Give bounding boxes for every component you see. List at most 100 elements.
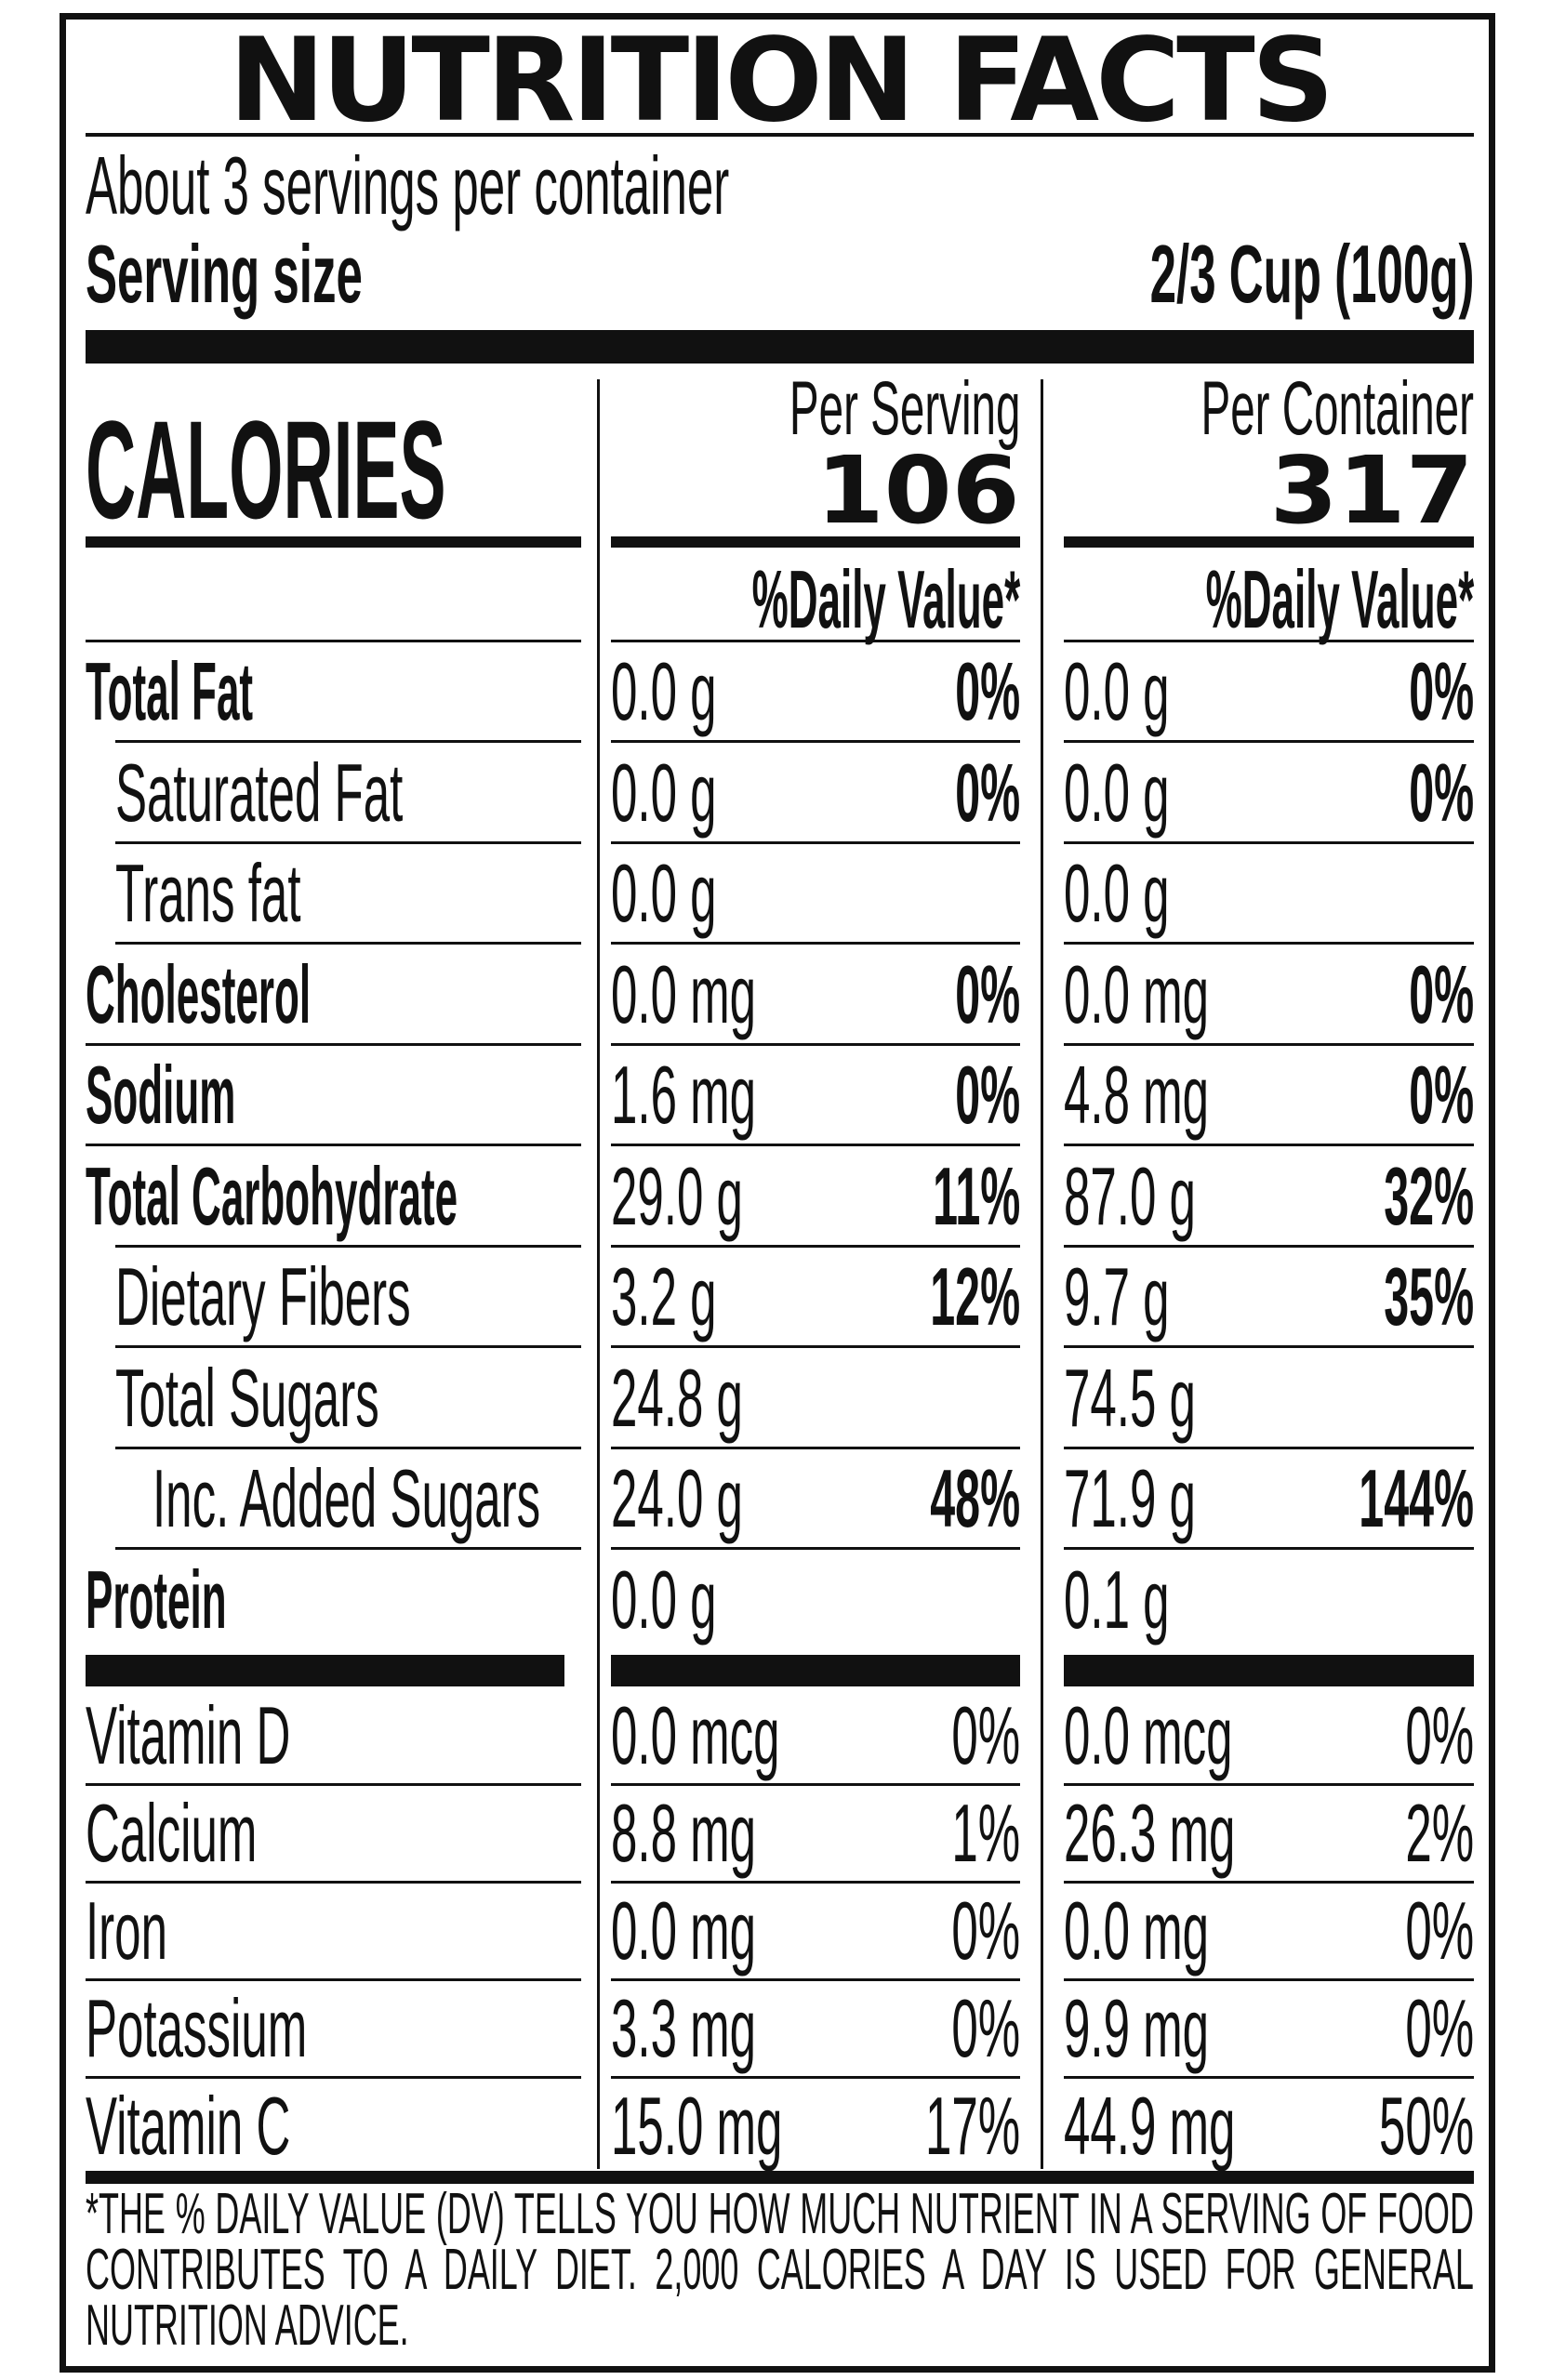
nutrient-label-text: Total Sugars xyxy=(115,1351,379,1444)
per-container-header: Per Container xyxy=(1003,367,1474,451)
per-container-dv-text: 0% xyxy=(1405,1689,1474,1781)
per-container-dv-text: 0% xyxy=(1409,1049,1474,1141)
per-serving-dv: 1% xyxy=(902,1787,1020,1880)
per-container-amount: 44.9 mg xyxy=(1064,2080,1360,2173)
vitamin-label-text: Calcium xyxy=(86,1787,258,1879)
label-title: NUTRITION FACTS xyxy=(228,14,1334,148)
per-container-amount-text: 0.0 mcg xyxy=(1064,1689,1233,1781)
nutrient-label-text: Inc. Added Sugars xyxy=(153,1452,541,1544)
per-serving-amount-text: 15.0 mg xyxy=(611,2080,783,2172)
per-container-dv-text: 0% xyxy=(1405,1982,1474,2074)
per-container-amount-text: 0.0 g xyxy=(1064,847,1170,939)
per-container-amount-text: 0.0 mg xyxy=(1064,1884,1210,1977)
nutrient-label: Total Fat xyxy=(86,645,420,738)
vitamin-label-text: Vitamin C xyxy=(86,2080,291,2172)
calories-underline xyxy=(1064,536,1474,548)
per-serving-dv: 0% xyxy=(902,747,1020,840)
per-container-calories: 317 xyxy=(1270,444,1474,537)
per-container-dv: 0% xyxy=(1356,948,1474,1041)
column-divider xyxy=(1041,379,1043,2169)
label-frame xyxy=(60,13,1495,2373)
serving-size-value: 2/3 Cup (100g) xyxy=(915,228,1474,321)
row-divider xyxy=(611,1978,1020,1981)
calories-underline xyxy=(86,536,581,548)
per-container-dv: 0% xyxy=(1356,747,1474,840)
row-divider xyxy=(86,1783,581,1786)
row-divider xyxy=(1064,1345,1474,1348)
per-container-dv: 0% xyxy=(1356,1689,1474,1782)
per-serving-amount-text: 0.0 g xyxy=(611,746,717,839)
per-serving-amount: 1.6 mg xyxy=(611,1049,861,1142)
nutrient-label-text: Trans fat xyxy=(115,847,301,939)
nutrient-label-text: Cholesterol xyxy=(86,947,312,1040)
nutrient-label-text: Total Fat xyxy=(86,645,254,737)
per-serving-amount: 24.0 g xyxy=(611,1452,839,1545)
per-container-amount-text: 0.1 g xyxy=(1064,1553,1170,1646)
nutrient-label-text: Dietary Fibers xyxy=(115,1250,411,1342)
row-divider xyxy=(1064,740,1474,743)
per-container-calories-text: 317 xyxy=(1269,436,1474,545)
per-container-amount: 0.0 mcg xyxy=(1064,1689,1355,1782)
per-container-dv: 144% xyxy=(1265,1452,1474,1545)
per-serving-amount: 8.8 mg xyxy=(611,1787,861,1880)
row-divider xyxy=(1064,1144,1474,1146)
per-container-amount-text: 87.0 g xyxy=(1064,1149,1196,1242)
per-container-amount-text: 71.9 g xyxy=(1064,1452,1196,1544)
per-container-dv-text: 2% xyxy=(1405,1787,1474,1879)
per-container-amount: 0.1 g xyxy=(1064,1554,1246,1646)
per-serving-amount: 29.0 g xyxy=(611,1150,839,1243)
row-divider xyxy=(611,1144,1020,1146)
row-divider xyxy=(1064,1783,1474,1786)
per-container-dv: 0% xyxy=(1356,645,1474,738)
per-container-dv-text: 0% xyxy=(1409,947,1474,1040)
per-serving-dv-text: 48% xyxy=(930,1452,1020,1544)
per-serving-amount-text: 29.0 g xyxy=(611,1149,743,1242)
per-serving-dv-text: 1% xyxy=(951,1787,1020,1879)
nutrient-label: Sodium xyxy=(86,1049,386,1142)
row-divider xyxy=(86,1144,581,1146)
row-divider xyxy=(611,1783,1020,1786)
calories-underline xyxy=(611,536,1020,548)
per-container-amount: 9.7 g xyxy=(1064,1250,1246,1343)
per-serving-header: Per Serving xyxy=(622,367,1020,451)
row-divider xyxy=(86,1042,581,1046)
per-serving-amount: 0.0 mcg xyxy=(611,1689,902,1782)
footnote-text: *THE % DAILY VALUE (DV) TELLS YOU HOW MU… xyxy=(86,2182,1474,2358)
per-container-dv-text: 35% xyxy=(1384,1250,1474,1342)
per-serving-dv: 0% xyxy=(902,1884,1020,1977)
per-serving-amount: 24.8 g xyxy=(611,1352,839,1445)
per-serving-amount: 0.0 g xyxy=(611,645,793,738)
row-divider xyxy=(1064,1881,1474,1884)
row-divider xyxy=(1064,840,1474,844)
per-serving-amount: 3.2 g xyxy=(611,1250,793,1343)
per-serving-amount-text: 24.8 g xyxy=(611,1351,743,1444)
row-divider xyxy=(611,740,1020,743)
per-container-dv: 0% xyxy=(1356,1982,1474,2075)
per-container-amount-text: 0.0 g xyxy=(1064,645,1170,737)
nutrient-label: Total Sugars xyxy=(115,1352,570,1445)
serving-size-text: Serving size xyxy=(86,228,363,320)
per-container-amount: 0.0 g xyxy=(1064,747,1246,840)
per-serving-dv-text: 0% xyxy=(951,1689,1020,1781)
row-divider xyxy=(611,1881,1020,1884)
per-serving-dv-text: 11% xyxy=(932,1149,1020,1242)
per-serving-amount-text: 0.0 mg xyxy=(611,1884,757,1977)
per-serving-dv: 0% xyxy=(902,645,1020,738)
per-container-amount-text: 0.0 mg xyxy=(1064,947,1210,1040)
dv-header-text: %Daily Value* xyxy=(751,553,1020,645)
per-container-amount: 87.0 g xyxy=(1064,1150,1292,1243)
row-divider xyxy=(1064,640,1474,642)
nutrient-label: Trans fat xyxy=(115,847,435,940)
per-serving-dv: 48% xyxy=(856,1452,1020,1545)
per-serving-calories: 106 xyxy=(816,444,1020,537)
per-serving-amount: 0.0 g xyxy=(611,1554,793,1646)
per-container-dv-text: 32% xyxy=(1384,1149,1474,1242)
per-container-amount-text: 9.9 mg xyxy=(1064,1982,1210,2074)
per-container-amount: 26.3 mg xyxy=(1064,1787,1360,1880)
servings-text: About 3 servings per container xyxy=(86,139,730,231)
per-serving-amount-text: 3.2 g xyxy=(611,1250,717,1342)
row-divider xyxy=(611,1244,1020,1248)
per-container-dv: 32% xyxy=(1310,1150,1474,1243)
per-serving-dv: 11% xyxy=(861,1150,1020,1243)
calories-label: CALORIES xyxy=(86,400,806,539)
